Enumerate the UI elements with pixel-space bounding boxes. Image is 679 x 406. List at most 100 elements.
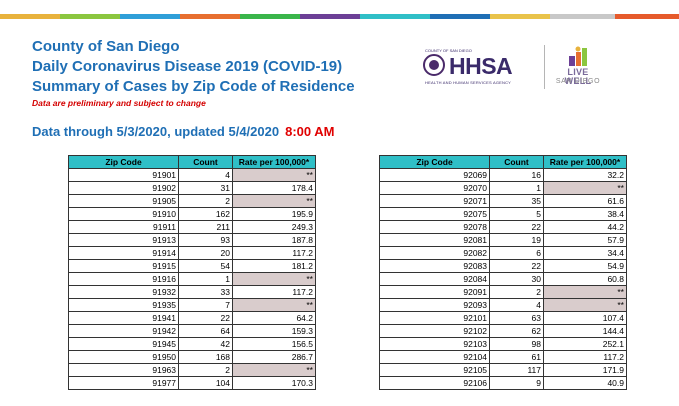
zip-cell: 92082	[379, 246, 490, 260]
zip-cell: 92075	[379, 207, 490, 221]
count-cell: 9	[489, 376, 544, 390]
rate-cell: 178.4	[232, 181, 316, 195]
rate-cell: 170.3	[232, 376, 316, 390]
zip-cell: 91945	[68, 337, 179, 351]
color-stripe	[360, 14, 430, 19]
table-row: 92082 6 34.4	[379, 246, 627, 260]
rate-cell: 171.9	[543, 363, 627, 377]
rate-cell: 107.4	[543, 311, 627, 325]
table-row: 91977 104 170.3	[68, 376, 316, 390]
zip-cell: 92103	[379, 337, 490, 351]
zip-cell: 92084	[379, 272, 490, 286]
count-cell: 104	[178, 376, 233, 390]
count-cell: 7	[178, 298, 233, 312]
table-row: 92081 19 57.9	[379, 233, 627, 247]
rate-cell: **	[232, 298, 316, 312]
report-header: County of San Diego Daily Coronavirus Di…	[32, 37, 355, 108]
zip-cell: 92083	[379, 259, 490, 273]
hhsa-county-label: COUNTY OF SAN DIEGO	[425, 48, 472, 53]
count-cell: 2	[178, 363, 233, 377]
color-stripe	[300, 14, 360, 19]
color-stripe-bar	[0, 14, 679, 19]
color-stripe	[240, 14, 300, 19]
disclaimer: Data are preliminary and subject to chan…	[32, 98, 206, 108]
count-cell: 33	[178, 285, 233, 299]
table-row: 91915 54 181.2	[68, 259, 316, 273]
zip-cell: 91950	[68, 350, 179, 364]
zip-cell: 91905	[68, 194, 179, 208]
table-row: 92091 2 **	[379, 285, 627, 299]
rate-cell: 57.9	[543, 233, 627, 247]
zip-cell: 92070	[379, 181, 490, 195]
count-cell: 35	[489, 194, 544, 208]
zip-cell: 92102	[379, 324, 490, 338]
table-row: 92102 62 144.4	[379, 324, 627, 338]
rate-cell: 156.5	[232, 337, 316, 351]
table-row: 92083 22 54.9	[379, 259, 627, 273]
county-seal-icon	[423, 54, 445, 76]
zip-cell: 91901	[68, 168, 179, 182]
zip-cell: 91914	[68, 246, 179, 260]
table-row: 92103 98 252.1	[379, 337, 627, 351]
count-cell: 1	[178, 272, 233, 286]
rate-cell: 181.2	[232, 259, 316, 273]
zip-cell: 91935	[68, 298, 179, 312]
count-cell: 4	[489, 298, 544, 312]
live-well-sublabel: SAN DIEGO	[555, 78, 601, 85]
rate-cell: **	[232, 272, 316, 286]
zip-cell: 91977	[68, 376, 179, 390]
count-cell: 42	[178, 337, 233, 351]
count-cell: 63	[489, 311, 544, 325]
table-row: 91935 7 **	[68, 298, 316, 312]
count-cell: 20	[178, 246, 233, 260]
rate-cell: 61.6	[543, 194, 627, 208]
color-stripe	[550, 14, 615, 19]
zip-cell: 92101	[379, 311, 490, 325]
color-stripe	[490, 14, 550, 19]
table-row: 92069 16 32.2	[379, 168, 627, 182]
live-well-sun-icon	[569, 46, 587, 66]
table-row: 91905 2 **	[68, 194, 316, 208]
table-row: 91902 31 178.4	[68, 181, 316, 195]
table-row: 92084 30 60.8	[379, 272, 627, 286]
hhsa-wordmark: HHSA	[449, 53, 513, 79]
table-header-row: Zip Code Count Rate per 100,000*	[379, 155, 627, 169]
count-cell: 1	[489, 181, 544, 195]
zip-cell: 91932	[68, 285, 179, 299]
table-row: 92101 63 107.4	[379, 311, 627, 325]
count-cell: 5	[489, 207, 544, 221]
table-row: 92104 61 117.2	[379, 350, 627, 364]
count-cell: 30	[489, 272, 544, 286]
count-cell: 22	[489, 259, 544, 273]
rate-cell: 187.8	[232, 233, 316, 247]
table-row: 92078 22 44.2	[379, 220, 627, 234]
column-header-count: Count	[489, 155, 544, 169]
rate-cell: 32.2	[543, 168, 627, 182]
count-cell: 4	[178, 168, 233, 182]
table-row: 92075 5 38.4	[379, 207, 627, 221]
table-row: 91913 93 187.8	[68, 233, 316, 247]
rate-cell: 117.2	[543, 350, 627, 364]
rate-cell: 159.3	[232, 324, 316, 338]
rate-cell: 144.4	[543, 324, 627, 338]
zip-cell: 91941	[68, 311, 179, 325]
zip-cell: 92105	[379, 363, 490, 377]
count-cell: 61	[489, 350, 544, 364]
hhsa-subtitle: HEALTH AND HUMAN SERVICES AGENCY	[425, 80, 512, 85]
color-stripe	[430, 14, 490, 19]
count-cell: 31	[178, 181, 233, 195]
color-stripe	[60, 14, 120, 19]
zip-table-left: Zip Code Count Rate per 100,000* 91901 4 *…	[68, 155, 316, 390]
column-header-rate: Rate per 100,000*	[232, 155, 316, 169]
count-cell: 117	[489, 363, 544, 377]
column-header-count: Count	[178, 155, 233, 169]
table-row: 91910 162 195.9	[68, 207, 316, 221]
zip-cell: 91915	[68, 259, 179, 273]
rate-cell: 38.4	[543, 207, 627, 221]
rate-cell: **	[232, 363, 316, 377]
count-cell: 19	[489, 233, 544, 247]
rate-cell: 117.2	[232, 246, 316, 260]
table-row: 91950 168 286.7	[68, 350, 316, 364]
zip-cell: 92106	[379, 376, 490, 390]
count-cell: 64	[178, 324, 233, 338]
